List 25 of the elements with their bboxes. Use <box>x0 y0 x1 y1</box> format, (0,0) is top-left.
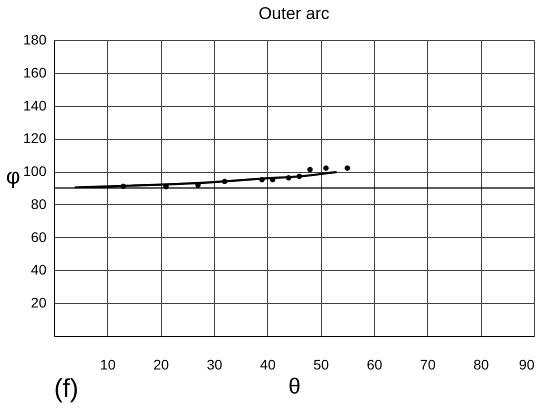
y-tick-label: 60 <box>30 228 47 245</box>
point <box>344 165 350 171</box>
y-tick-label: 80 <box>30 196 47 212</box>
text: (f) <box>54 373 79 403</box>
point <box>323 165 329 171</box>
y-tick-label: 160 <box>23 64 47 80</box>
x-tick-label: 70 <box>420 356 436 372</box>
x-tick-label: 30 <box>206 356 222 372</box>
y-tick-label: 140 <box>23 97 47 114</box>
y-tick-label: 120 <box>23 130 47 146</box>
x-axis-title: θ <box>288 374 301 398</box>
x-tick-label: 40 <box>260 356 276 372</box>
x-tick-label: 60 <box>366 356 382 372</box>
chart-title: Outer arc <box>258 4 330 23</box>
x-tick-label: 50 <box>313 356 330 372</box>
y-tick-label: 180 <box>23 32 47 48</box>
y-tick-label: 40 <box>30 262 47 278</box>
x-tick-label: 20 <box>153 356 170 372</box>
x-tick-label: 10 <box>100 356 116 372</box>
y-tick-label: 20 <box>30 294 47 311</box>
y-axis-title: φ <box>6 164 20 188</box>
point <box>307 166 313 172</box>
x-tick-label: 90 <box>518 356 535 372</box>
y-tick-label: 100 <box>23 163 47 180</box>
x-tick-label: 80 <box>473 356 490 372</box>
